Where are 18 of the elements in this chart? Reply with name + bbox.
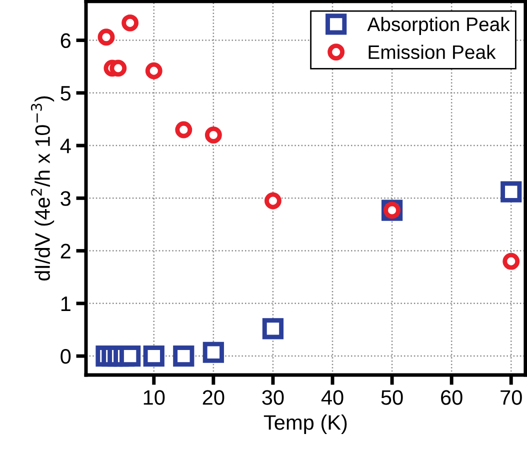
y-tick-label: 6 bbox=[60, 33, 70, 48]
y-tick-label: 1 bbox=[61, 296, 70, 311]
legend-label: Absorption Peak bbox=[367, 16, 510, 36]
y-tick-label: 2 bbox=[60, 244, 70, 258]
y-tick-label: 0 bbox=[60, 349, 71, 364]
x-tick-label: 40 bbox=[321, 390, 344, 405]
y-axis-title: dI/dV (4e$^{2}$/h x 10$^{−3}$) bbox=[30, 96, 54, 281]
x-tick-label: 70 bbox=[500, 390, 522, 405]
x-tick-label: 60 bbox=[441, 390, 462, 405]
y-tick-label: 3 bbox=[60, 191, 70, 206]
x-axis-title: Temp (K) bbox=[264, 414, 347, 434]
y-tick-label: 5 bbox=[60, 86, 71, 101]
x-tick-label: 20 bbox=[202, 390, 224, 405]
x-tick-label: 10 bbox=[144, 390, 165, 405]
y-tick-label: 4 bbox=[60, 138, 71, 154]
legend-label: Emission Peak bbox=[368, 44, 496, 60]
x-tick-label: 30 bbox=[262, 390, 284, 405]
x-tick-label: 50 bbox=[381, 390, 403, 405]
